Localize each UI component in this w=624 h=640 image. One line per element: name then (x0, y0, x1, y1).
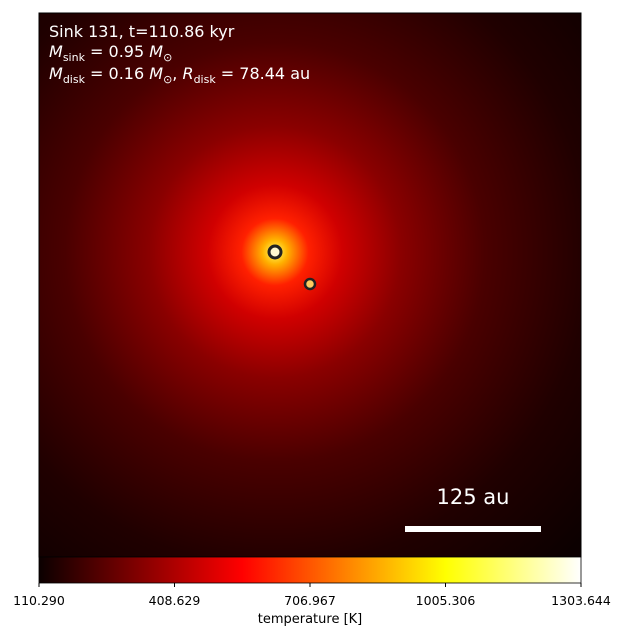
colorbar-tick-label: 408.629 (149, 593, 201, 608)
annotation-part: , (172, 64, 182, 83)
annotation: Sink 131, t=110.86 kyr (49, 22, 235, 41)
annotation-part: = 0.16 (85, 64, 149, 83)
scale-bar-label: 125 au (437, 485, 510, 509)
scale-bar (405, 526, 541, 532)
annotation: Msink = 0.95 M⊙ (49, 42, 172, 64)
annotation-part: M (49, 64, 63, 83)
annotation-part: ⊙ (163, 73, 172, 86)
colorbar-tick-label: 1303.644 (551, 593, 611, 608)
annotation-part: ⊙ (163, 51, 172, 64)
sink-primary (267, 244, 283, 260)
colorbar-tick-label: 1005.306 (416, 593, 476, 608)
colorbar (38, 556, 582, 584)
annotation-part: disk (63, 73, 86, 86)
annotation: Mdisk = 0.16 M⊙, Rdisk = 78.44 au (49, 64, 310, 86)
annotation-part: = 0.95 (85, 42, 149, 61)
colorbar-label: temperature [K] (258, 612, 363, 627)
colorbar-tick-label: 706.967 (284, 593, 336, 608)
annotation-part: M (149, 64, 163, 83)
annotation-part: disk (194, 73, 217, 86)
annotation-part: M (149, 42, 163, 61)
annotation-part: M (49, 42, 63, 61)
colorbar-tick-label: 110.290 (13, 593, 65, 608)
annotation-part: R (182, 64, 193, 83)
sink-secondary (303, 277, 317, 291)
annotation-part: = 78.44 au (216, 64, 310, 83)
colorbar-ticks: 110.290 408.629 706.967 1005.306 1303.644 (13, 583, 611, 608)
annotation-part: sink (63, 51, 86, 64)
